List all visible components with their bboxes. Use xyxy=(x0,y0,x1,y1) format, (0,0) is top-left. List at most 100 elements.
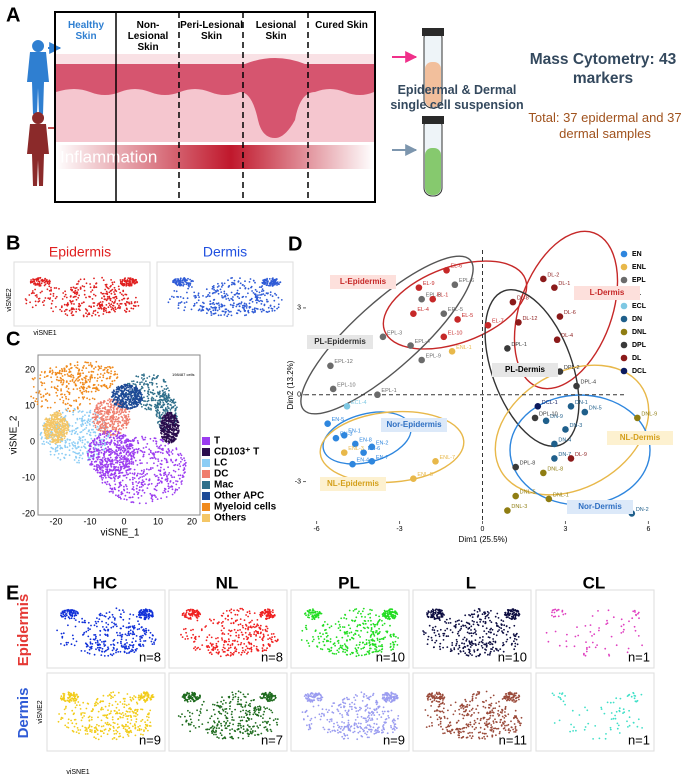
cell-dot xyxy=(117,396,120,399)
group-label: Nor-Dermis xyxy=(578,502,622,511)
cell-dot xyxy=(41,436,43,438)
cell-dot xyxy=(136,280,138,283)
cell-dot xyxy=(169,439,172,442)
cell-dot xyxy=(94,414,97,416)
cell-dot xyxy=(103,643,105,645)
cell-dot xyxy=(168,451,170,453)
cell-dot xyxy=(202,295,204,297)
cell-dot xyxy=(60,380,63,382)
cell-dot xyxy=(61,298,64,300)
cell-dot xyxy=(241,306,244,309)
cell-dot xyxy=(120,440,123,443)
cell-dot xyxy=(169,427,172,430)
axis-label: viSNE1 xyxy=(33,330,56,337)
cell-dot xyxy=(65,308,67,311)
point xyxy=(340,431,348,439)
cell-dot xyxy=(122,289,125,292)
cell-dot xyxy=(111,400,114,403)
cell-dot xyxy=(97,448,99,451)
cell-dot xyxy=(123,643,126,646)
cell-dot xyxy=(118,459,121,462)
cell-dot xyxy=(101,303,103,306)
cell-dot xyxy=(113,296,116,299)
cell-dot xyxy=(158,482,161,484)
cell-dot xyxy=(67,407,69,410)
cell-dot xyxy=(137,375,140,378)
cell-dot xyxy=(151,615,154,618)
cell-dot xyxy=(76,367,79,369)
cell-dot xyxy=(168,472,171,474)
cell-dot xyxy=(245,314,248,316)
cell-dot xyxy=(117,444,119,447)
cell-dot xyxy=(134,282,137,285)
cell-dot xyxy=(120,302,123,305)
cell-dot xyxy=(156,475,158,477)
cell-dot xyxy=(139,383,141,386)
cell-dot xyxy=(129,393,132,395)
cell-dot xyxy=(225,298,228,300)
cell-dot xyxy=(239,277,241,280)
cell-dot xyxy=(205,296,208,298)
cell-dot xyxy=(106,410,108,413)
point-label: EN-7 xyxy=(376,455,389,461)
cell-dot xyxy=(87,379,90,381)
cell-dot xyxy=(131,644,134,647)
cell-dot xyxy=(165,438,168,441)
cell-dot xyxy=(103,439,106,441)
cell-dot xyxy=(131,476,134,479)
cell-dot xyxy=(212,309,215,312)
cell-dot xyxy=(52,441,54,444)
cell-dot xyxy=(247,292,249,295)
cell-dot xyxy=(104,408,107,411)
cell-dot xyxy=(44,432,47,435)
point-label: DL-2 xyxy=(547,272,559,278)
cell-dot xyxy=(110,308,113,311)
cell-dot xyxy=(141,435,143,438)
cell-dot xyxy=(88,371,90,373)
cell-dot xyxy=(175,433,178,435)
cell-dot xyxy=(111,459,114,462)
cell-dot xyxy=(136,450,139,453)
cell-dot xyxy=(92,413,95,416)
cell-dot xyxy=(141,476,144,478)
cell-dot xyxy=(175,458,178,461)
cell-dot xyxy=(145,478,148,481)
cell-dot xyxy=(127,455,129,457)
cell-dot xyxy=(35,398,38,400)
cell-dot xyxy=(132,614,135,616)
cell-dot xyxy=(125,280,128,283)
cell-dot xyxy=(91,314,93,317)
cell-dot xyxy=(48,433,51,435)
cell-dot xyxy=(44,283,47,286)
cell-dot xyxy=(30,279,32,281)
cell-dot xyxy=(114,395,117,398)
cell-dot xyxy=(139,638,142,641)
cell-dot xyxy=(130,650,133,653)
cell-dot xyxy=(101,448,103,451)
cell-dot xyxy=(113,463,115,466)
cell-dot xyxy=(45,441,48,443)
cell-dot xyxy=(112,625,115,628)
x-tick-label: -20 xyxy=(49,516,62,526)
cell-dot xyxy=(127,451,130,454)
cell-dot xyxy=(112,302,115,304)
cell-dot xyxy=(89,402,91,405)
cell-dot xyxy=(104,633,106,636)
cell-dot xyxy=(102,418,105,420)
cell-dot xyxy=(130,444,133,447)
cell-dot xyxy=(238,309,241,312)
cell-dot xyxy=(81,285,84,287)
cell-dot xyxy=(63,432,66,435)
cell-dot xyxy=(120,395,123,397)
x-tick-label: 6 xyxy=(646,526,650,533)
cell-dot xyxy=(49,450,52,453)
point-label: DNL-8 xyxy=(547,466,563,472)
cell-dot xyxy=(84,361,87,364)
cell-dot xyxy=(84,414,86,416)
cell-dot xyxy=(112,616,115,618)
cell-dot xyxy=(117,460,119,462)
cell-dot xyxy=(178,487,181,489)
cell-dot xyxy=(87,449,90,452)
cell-dot xyxy=(148,479,151,482)
cell-dot xyxy=(41,400,43,402)
